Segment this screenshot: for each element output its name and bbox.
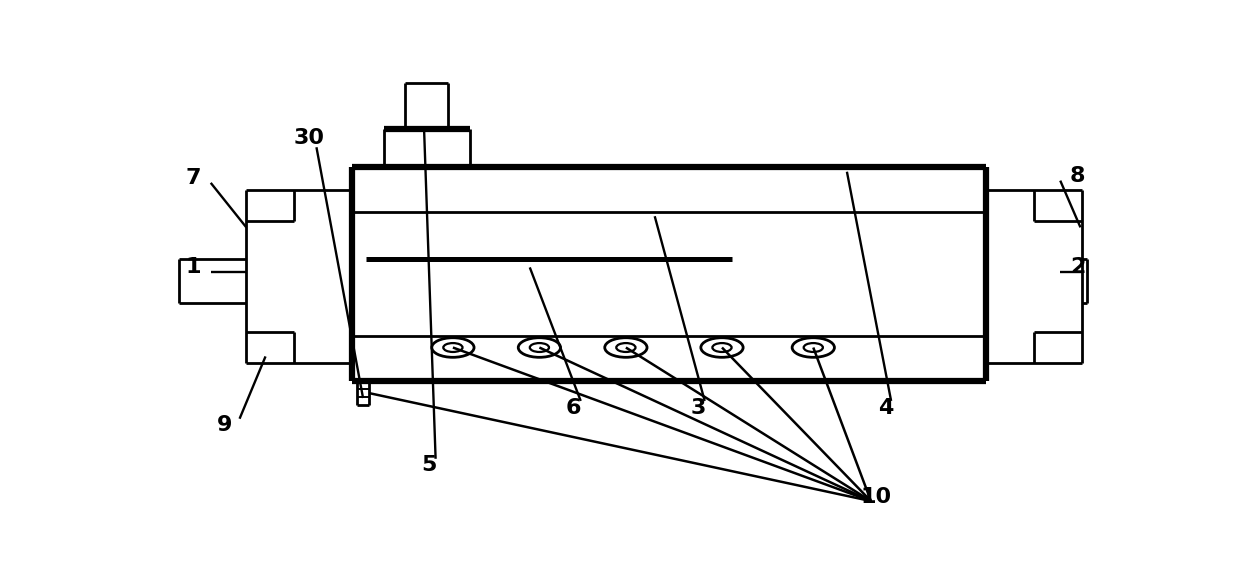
Text: 30: 30 — [293, 128, 325, 149]
Text: 6: 6 — [565, 398, 580, 418]
Text: 10: 10 — [861, 487, 892, 507]
Text: 5: 5 — [422, 455, 436, 476]
Text: 4: 4 — [878, 398, 893, 418]
Text: 8: 8 — [1070, 166, 1085, 186]
Text: 9: 9 — [217, 416, 232, 435]
Text: 3: 3 — [691, 398, 706, 418]
Text: 7: 7 — [186, 168, 201, 188]
Text: 1: 1 — [186, 257, 201, 277]
Text: 2: 2 — [1070, 257, 1085, 277]
